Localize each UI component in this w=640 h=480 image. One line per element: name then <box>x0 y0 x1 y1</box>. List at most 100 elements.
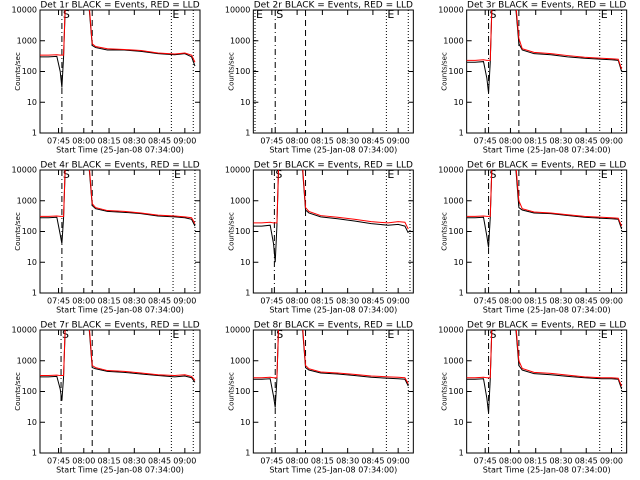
y-tick-label: 1000 <box>17 36 37 45</box>
y-axis-label: Counts/sec <box>227 52 235 91</box>
y-axis-label: Counts/sec <box>441 52 449 91</box>
x-tick-label: 08:15 <box>524 137 547 146</box>
x-tick-label: 08:30 <box>123 457 146 466</box>
x-tick-label: 08:45 <box>148 297 171 306</box>
chart-title: Det 6r BLACK = Events, RED = LLD <box>467 161 626 171</box>
y-tick-label: 100 <box>235 67 250 76</box>
y-axis-label: Counts/sec <box>227 372 235 411</box>
time-marker-label: S <box>276 328 283 341</box>
y-tick-label: 10000 <box>438 6 463 15</box>
series-line <box>40 330 196 381</box>
x-tick-label: 08:00 <box>499 297 522 306</box>
time-marker-label: S <box>490 328 497 341</box>
y-tick-label: 1000 <box>230 356 250 365</box>
plot-frame <box>466 9 628 134</box>
x-tick-label: 07:45 <box>474 137 497 146</box>
y-tick-label: 1000 <box>230 196 250 205</box>
y-axis-label: Counts/sec <box>14 52 22 91</box>
series-line <box>466 10 623 70</box>
y-tick-label: 1000 <box>443 196 463 205</box>
x-axis-label: Start Time (25-Jan-08 07:34:00) <box>56 466 184 475</box>
x-tick-label: 09:00 <box>387 137 410 146</box>
x-tick-label: 08:45 <box>361 137 384 146</box>
panel: Det 8r BLACK = Events, RED = LLD Start Ti… <box>225 321 414 475</box>
x-tick-label: 08:15 <box>98 137 121 146</box>
chart-title: Det 7r BLACK = Events, RED = LLD <box>40 321 199 331</box>
x-tick-label: 08:30 <box>549 297 572 306</box>
y-tick-label: 100 <box>22 227 37 236</box>
x-tick-label: 07:45 <box>260 137 283 146</box>
x-tick-label: 07:45 <box>260 457 283 466</box>
x-tick-label: 08:15 <box>98 457 121 466</box>
x-tick-label: 08:00 <box>499 137 522 146</box>
y-tick-label: 100 <box>22 67 37 76</box>
x-tick-label: 07:45 <box>47 137 70 146</box>
time-marker-label: E <box>174 168 181 181</box>
x-tick-label: 08:15 <box>524 457 547 466</box>
x-tick-label: 08:45 <box>575 137 598 146</box>
y-tick-label: 1 <box>459 129 464 138</box>
y-tick-label: 10 <box>453 98 463 107</box>
time-marker-label: E <box>387 8 394 21</box>
y-axis-label: Counts/sec <box>441 372 449 411</box>
y-tick-label: 1000 <box>230 36 250 45</box>
x-tick-label: 09:00 <box>600 297 623 306</box>
series-line <box>40 10 196 63</box>
y-tick-label: 10000 <box>225 166 250 175</box>
plot-area <box>40 170 196 244</box>
x-axis-label: Start Time (25-Jan-08 07:34:00) <box>56 146 184 155</box>
x-axis-label: Start Time (25-Jan-08 07:34:00) <box>483 146 611 155</box>
time-marker-label: S <box>490 8 497 21</box>
x-tick-label: 08:00 <box>72 297 95 306</box>
x-axis-label: Start Time (25-Jan-08 07:34:00) <box>483 306 611 315</box>
panel: Det 1r BLACK = Events, RED = LLD Start Ti… <box>12 1 201 155</box>
x-tick-label: 07:45 <box>260 297 283 306</box>
y-axis-label: Counts/sec <box>14 372 22 411</box>
y-tick-label: 1 <box>32 129 37 138</box>
time-marker-label: E <box>172 328 179 341</box>
y-tick-label: 100 <box>448 67 463 76</box>
x-tick-label: 08:30 <box>336 297 359 306</box>
time-marker-label: E <box>601 328 608 341</box>
y-tick-label: 10 <box>240 98 250 107</box>
x-tick-label: 08:15 <box>311 137 334 146</box>
series-line <box>253 170 409 230</box>
time-marker-label: S <box>63 168 70 181</box>
x-tick-label: 08:15 <box>524 297 547 306</box>
x-tick-label: 09:00 <box>387 457 410 466</box>
x-axis-label: Start Time (25-Jan-08 07:34:00) <box>483 466 611 475</box>
y-tick-label: 10 <box>27 418 37 427</box>
y-tick-label: 100 <box>235 227 250 236</box>
y-tick-label: 10 <box>240 258 250 267</box>
x-tick-label: 09:00 <box>600 457 623 466</box>
x-tick-label: 08:30 <box>549 457 572 466</box>
x-tick-label: 08:30 <box>336 137 359 146</box>
y-tick-label: 1000 <box>17 356 37 365</box>
x-tick-label: 09:00 <box>173 297 196 306</box>
series-line <box>466 330 623 387</box>
y-tick-label: 1 <box>245 449 250 458</box>
y-axis-label: Counts/sec <box>227 212 235 251</box>
y-tick-label: 10000 <box>12 166 37 175</box>
time-marker-label: E <box>387 168 394 181</box>
y-tick-label: 1 <box>459 289 464 298</box>
x-tick-label: 08:45 <box>148 457 171 466</box>
x-tick-label: 08:00 <box>286 137 309 146</box>
time-marker-label: S <box>63 8 70 21</box>
y-tick-label: 10 <box>453 258 463 267</box>
series-line <box>40 170 196 224</box>
x-tick-label: 08:45 <box>361 297 384 306</box>
plot-area <box>253 170 409 263</box>
time-marker-label: S <box>490 168 497 181</box>
y-axis-label: Counts/sec <box>14 212 22 251</box>
y-tick-label: 1000 <box>17 196 37 205</box>
x-tick-label: 07:45 <box>474 457 497 466</box>
plot-area <box>466 10 623 94</box>
plot-area <box>40 330 196 401</box>
x-tick-label: 08:30 <box>336 457 359 466</box>
time-marker-label: E <box>601 8 608 21</box>
y-tick-label: 100 <box>448 387 463 396</box>
x-tick-label: 07:45 <box>47 297 70 306</box>
panel: Det 4r BLACK = Events, RED = LLD Start Ti… <box>12 161 201 315</box>
